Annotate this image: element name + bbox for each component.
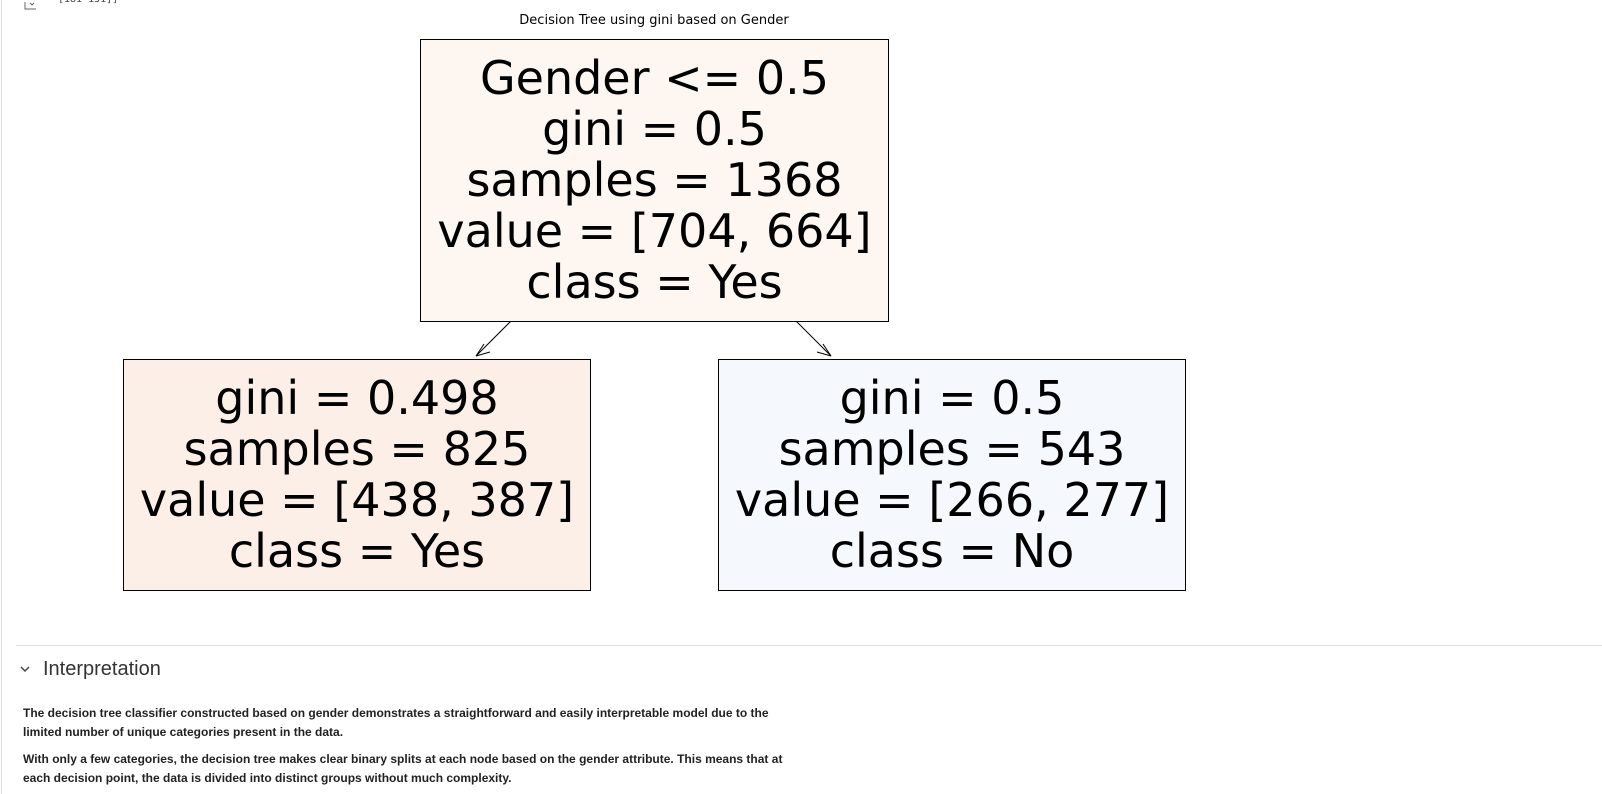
section-heading[interactable]: Interpretation <box>43 658 161 680</box>
node-line: samples = 825 <box>183 422 531 476</box>
output-text: [181 151]] <box>58 0 118 5</box>
node-line: gini = 0.498 <box>215 371 499 425</box>
node-line: Gender <= 0.5 <box>480 51 829 105</box>
node-line: class = Yes <box>526 255 783 309</box>
node-line: class = No <box>829 524 1075 578</box>
output-icon[interactable] <box>22 0 42 12</box>
node-line: value = [704, 664] <box>437 204 872 258</box>
tree-node: gini = 0.5 samples = 543 value = [266, 277… <box>718 359 1186 591</box>
node-line: value = [266, 277] <box>734 473 1170 527</box>
tree-node: Gender <= 0.5 gini = 0.5 samples = 1368 val… <box>420 39 889 322</box>
node-line: value = [438, 387] <box>139 473 575 527</box>
node-line: samples = 543 <box>778 422 1126 476</box>
cell-border <box>1 0 2 794</box>
tree-node: gini = 0.498 samples = 825 value = [438, 3… <box>123 359 591 591</box>
section-divider <box>16 645 1602 646</box>
node-line: gini = 0.5 <box>839 371 1065 425</box>
paragraph: The decision tree classifier constructed… <box>23 706 769 739</box>
node-line: gini = 0.5 <box>542 102 767 156</box>
node-line: samples = 1368 <box>466 153 843 207</box>
tree-edges <box>475 320 832 357</box>
collapse-chevron[interactable] <box>18 664 32 676</box>
figure-title: Decision Tree using gini based on Gender <box>519 13 789 28</box>
paragraph: With only a few categories, the decision… <box>23 752 783 785</box>
node-line: class = Yes <box>228 524 486 578</box>
